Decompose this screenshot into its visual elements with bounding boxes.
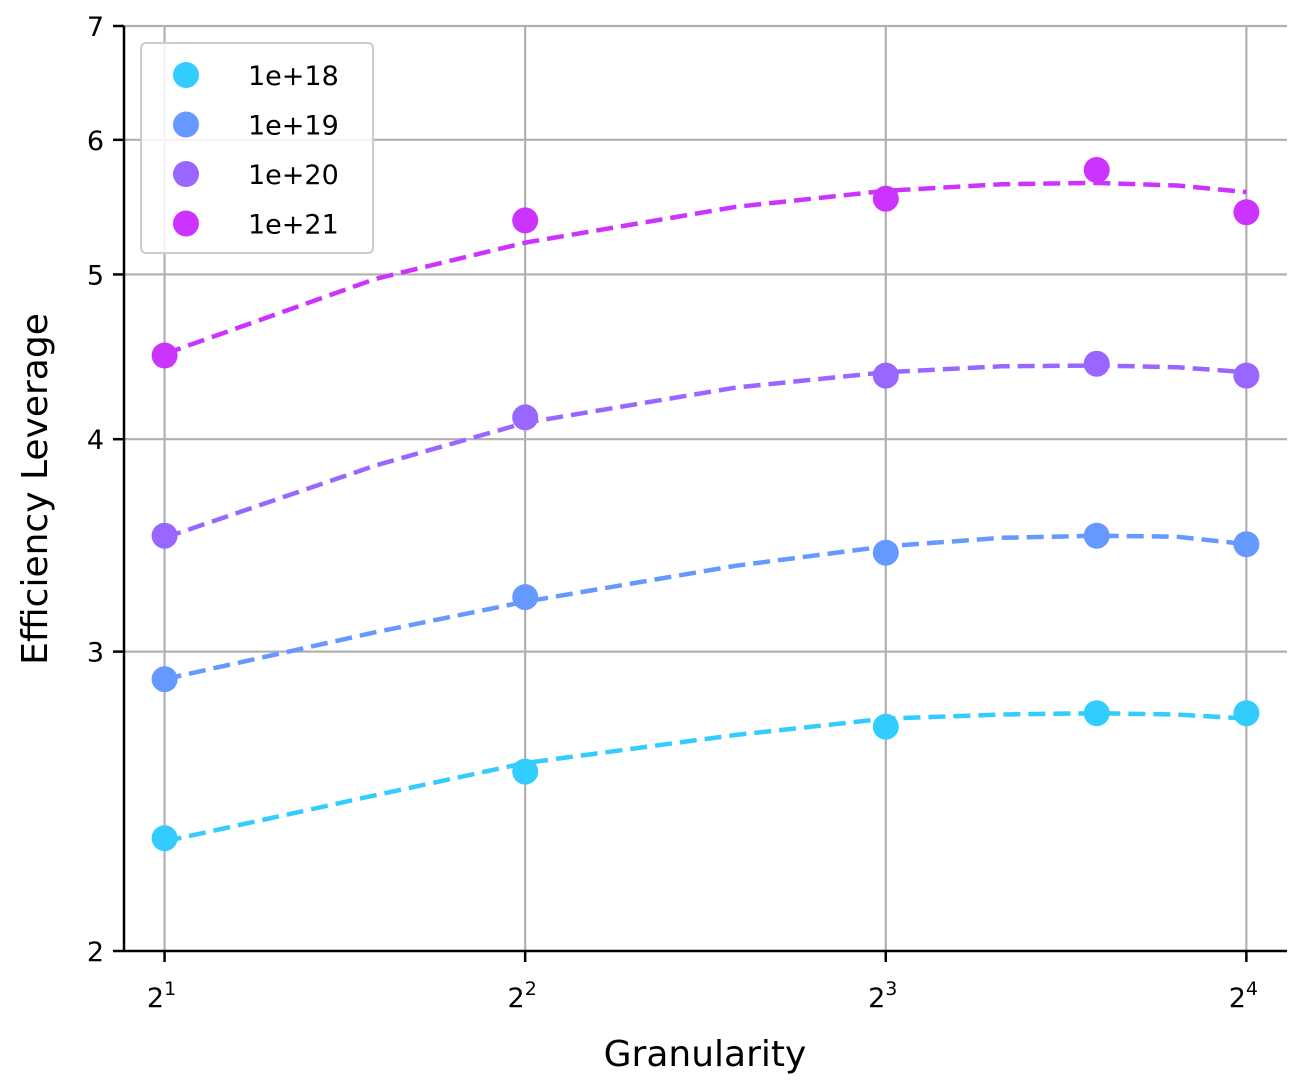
y-tick-label: 7	[87, 12, 104, 43]
y-tick-label: 2	[87, 937, 104, 968]
fit-curve-1e+20	[163, 363, 1247, 540]
data-points	[151, 157, 1260, 852]
data-point	[151, 666, 178, 693]
legend-marker	[173, 62, 199, 88]
data-point	[872, 362, 899, 389]
data-point	[512, 207, 539, 234]
data-point	[1083, 522, 1110, 549]
data-point	[872, 185, 899, 212]
y-ticks: 2 3 4 5 6 7	[87, 12, 124, 968]
data-point	[151, 342, 178, 369]
legend-label: 1e+19	[248, 111, 339, 142]
data-point	[512, 584, 539, 611]
data-point	[1233, 700, 1260, 727]
y-tick-label: 4	[87, 425, 104, 456]
data-point	[1083, 350, 1110, 377]
axes	[122, 26, 1287, 953]
x-tick-label: 23	[868, 978, 897, 1014]
y-tick-label: 3	[87, 638, 104, 669]
data-point	[512, 758, 539, 785]
legend-label: 1e+20	[248, 160, 339, 191]
data-point	[872, 713, 899, 740]
legend-marker	[173, 210, 199, 237]
x-tick-label: 22	[508, 978, 537, 1014]
data-point	[1233, 362, 1260, 389]
fit-curve-1e+18	[164, 710, 1247, 844]
data-point	[872, 539, 899, 566]
data-point	[1083, 157, 1110, 183]
fit-curves	[163, 180, 1247, 844]
data-point	[151, 825, 178, 852]
x-axis-label: Granularity	[604, 1034, 807, 1075]
x-tick-label: 24	[1229, 978, 1258, 1014]
y-axis-label: Efficiency Leverage	[15, 313, 56, 665]
data-point	[1083, 700, 1110, 727]
legend-frame	[140, 42, 374, 254]
y-tick-label: 6	[87, 126, 104, 157]
x-ticks: 21 22 23 24	[147, 951, 1258, 1014]
legend-marker	[173, 111, 199, 138]
legend-label: 1e+21	[248, 210, 339, 241]
data-point	[1233, 531, 1260, 558]
data-point	[151, 522, 178, 549]
legend-marker	[173, 161, 199, 187]
data-point	[512, 404, 539, 431]
fit-curve-1e+21	[163, 180, 1247, 357]
y-tick-label: 5	[87, 260, 104, 291]
fit-curve-1e+19	[164, 533, 1247, 682]
data-point	[1233, 199, 1260, 226]
legend: 1e+18 1e+19 1e+20 1e+21	[140, 42, 374, 254]
x-tick-label: 21	[147, 978, 176, 1014]
legend-label: 1e+18	[248, 61, 339, 92]
